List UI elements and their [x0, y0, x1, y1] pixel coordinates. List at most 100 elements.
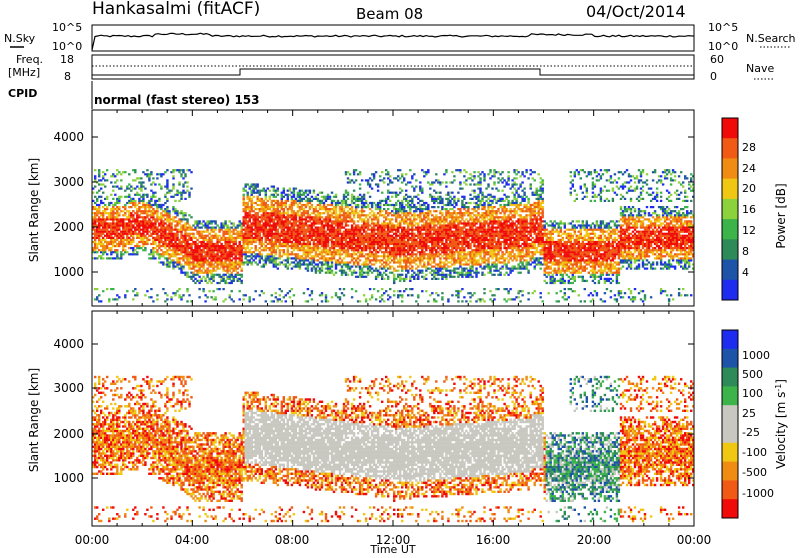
power-cell [291, 241, 293, 243]
power-cell [116, 294, 118, 296]
power-cell [293, 192, 295, 194]
power-cell [395, 237, 397, 239]
power-cell [289, 188, 291, 190]
power-cell [437, 278, 439, 280]
power-cell [124, 171, 126, 173]
power-cell [243, 194, 245, 196]
power-cell [293, 261, 295, 263]
power-cell [349, 268, 351, 270]
power-cell [317, 210, 319, 212]
power-cell [245, 218, 247, 220]
power-cell [315, 208, 317, 210]
power-cell [188, 196, 190, 198]
power-cell [140, 247, 142, 249]
power-cell [166, 206, 168, 208]
power-cell [132, 214, 134, 216]
power-cell [335, 268, 337, 270]
power-cell [415, 218, 417, 220]
power-cell [104, 251, 106, 253]
power-cell [233, 222, 235, 224]
power-cell [383, 220, 385, 222]
power-cell [307, 259, 309, 261]
power-cell [226, 282, 228, 284]
power-cell [98, 210, 100, 212]
power-cell [401, 190, 403, 192]
power-cell [379, 208, 381, 210]
power-cell [279, 251, 281, 253]
power-cell [136, 194, 138, 196]
power-cell [359, 173, 361, 175]
power-cell [154, 202, 156, 204]
power-cell [210, 282, 212, 284]
power-cell [243, 298, 245, 300]
power-cell [305, 257, 307, 259]
power-cell [206, 296, 208, 298]
power-cell [301, 190, 303, 192]
power-cell [136, 192, 138, 194]
power-cell [433, 261, 435, 263]
power-cell [257, 186, 259, 188]
power-cell [407, 243, 409, 245]
power-cell [353, 190, 355, 192]
power-cell [407, 261, 409, 263]
power-cell [317, 255, 319, 257]
power-cell [377, 190, 379, 192]
power-cell [196, 220, 198, 222]
power-cell [233, 224, 235, 226]
power-cell [415, 210, 417, 212]
power-cell [351, 255, 353, 257]
power-cell [405, 210, 407, 212]
power-cell [255, 257, 257, 259]
power-cell [176, 210, 178, 212]
power-cell [152, 177, 154, 179]
power-cell [347, 171, 349, 173]
power-cell [247, 204, 249, 206]
power-cell [381, 259, 383, 261]
power-cell [154, 192, 156, 194]
power-cell [407, 204, 409, 206]
power-cell [421, 259, 423, 261]
power-cell [349, 214, 351, 216]
power-cell [166, 233, 168, 235]
power-cell [397, 229, 399, 231]
power-cell [102, 216, 104, 218]
power-cell [251, 235, 253, 237]
power-cell [150, 173, 152, 175]
power-cell [431, 214, 433, 216]
power-cell [425, 173, 427, 175]
power-cell [383, 292, 385, 294]
power-cell [106, 216, 108, 218]
power-cell [339, 212, 341, 214]
power-cell [307, 210, 309, 212]
power-cell [142, 245, 144, 247]
power-cell [377, 212, 379, 214]
power-cell [146, 169, 148, 171]
power-cell [166, 261, 168, 263]
power-cell [435, 292, 437, 294]
power-cell [301, 255, 303, 257]
power-cell [168, 212, 170, 214]
power-cell [353, 263, 355, 265]
power-cell [353, 181, 355, 183]
power-cell [136, 222, 138, 224]
power-cell [273, 300, 275, 302]
power-cell [116, 169, 118, 171]
power-cell [387, 233, 389, 235]
power-cell [377, 224, 379, 226]
power-cell [343, 198, 345, 200]
power-cell [226, 270, 228, 272]
power-cell [311, 196, 313, 198]
power-cell [291, 251, 293, 253]
power-cell [391, 272, 393, 274]
power-cell [130, 206, 132, 208]
power-cell [437, 251, 439, 253]
power-cell [108, 298, 110, 300]
power-cell [401, 202, 403, 204]
power-cell [176, 266, 178, 268]
power-cell [138, 202, 140, 204]
power-cell [427, 181, 429, 183]
power-cell [399, 255, 401, 257]
power-cell [389, 257, 391, 259]
power-cell [389, 288, 391, 290]
power-cell [431, 251, 433, 253]
